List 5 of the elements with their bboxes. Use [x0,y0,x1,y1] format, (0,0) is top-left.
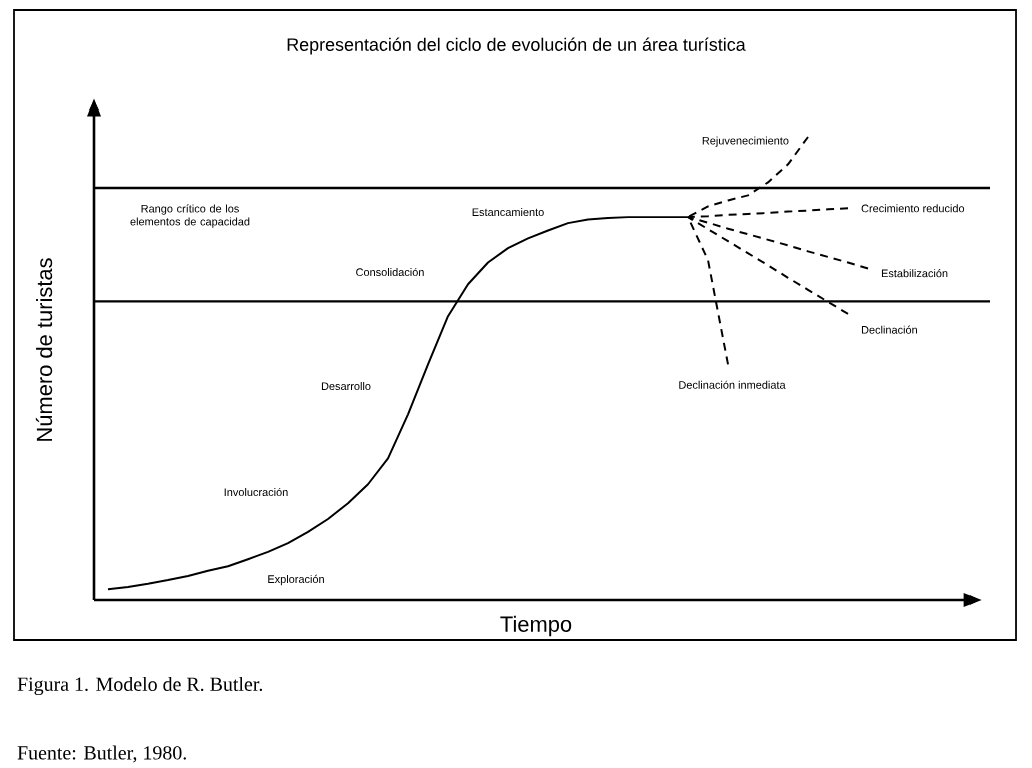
source-note: Fuente: Butler, 1980. [17,745,186,763]
chart-title: Representación del ciclo de evolución de un área turística [287,37,746,55]
text: Figura 1. Modelo de R. Butler. [17,676,263,696]
x-axis-title: Tiempo [500,615,572,637]
y-axis-title: Número de turistas [35,258,53,441]
